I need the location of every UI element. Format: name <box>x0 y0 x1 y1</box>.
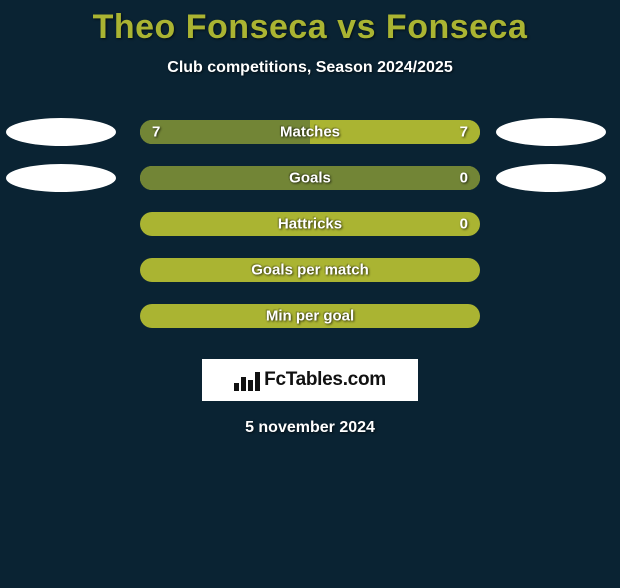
stat-value-right: 0 <box>460 170 468 187</box>
stat-bar: Goals per match <box>140 258 480 282</box>
logo-text: FcTables.com <box>264 369 386 391</box>
player-left-avatar <box>6 118 116 146</box>
stat-row: Goals per match <box>0 247 620 293</box>
stat-row: Goals 0 <box>0 155 620 201</box>
page-title: Theo Fonseca vs Fonseca <box>0 8 620 47</box>
stat-bar: Hattricks 0 <box>140 212 480 236</box>
stat-label: Hattricks <box>278 216 342 233</box>
stat-label: Goals <box>289 170 331 187</box>
stat-label: Matches <box>280 124 340 141</box>
player-left-avatar <box>6 164 116 192</box>
stats-comparison: Matches 7 7 Goals 0 Hattricks 0 Goals per match… <box>0 109 620 339</box>
subtitle: Club competitions, Season 2024/2025 <box>0 59 620 77</box>
stat-label: Goals per match <box>251 262 369 279</box>
fctables-logo: FcTables.com <box>202 359 418 401</box>
player-right-avatar <box>496 118 606 146</box>
stat-row: Matches 7 7 <box>0 109 620 155</box>
stat-bar: Goals 0 <box>140 166 480 190</box>
stat-value-right: 7 <box>460 124 468 141</box>
stat-label: Min per goal <box>266 308 354 325</box>
stat-row: Hattricks 0 <box>0 201 620 247</box>
stat-bar: Matches 7 7 <box>140 120 480 144</box>
player-right-avatar <box>496 164 606 192</box>
stat-value-left: 7 <box>152 124 160 141</box>
date-line: 5 november 2024 <box>0 419 620 437</box>
logo-bars-icon <box>234 369 260 391</box>
stat-bar: Min per goal <box>140 304 480 328</box>
stat-row: Min per goal <box>0 293 620 339</box>
stat-value-right: 0 <box>460 216 468 233</box>
